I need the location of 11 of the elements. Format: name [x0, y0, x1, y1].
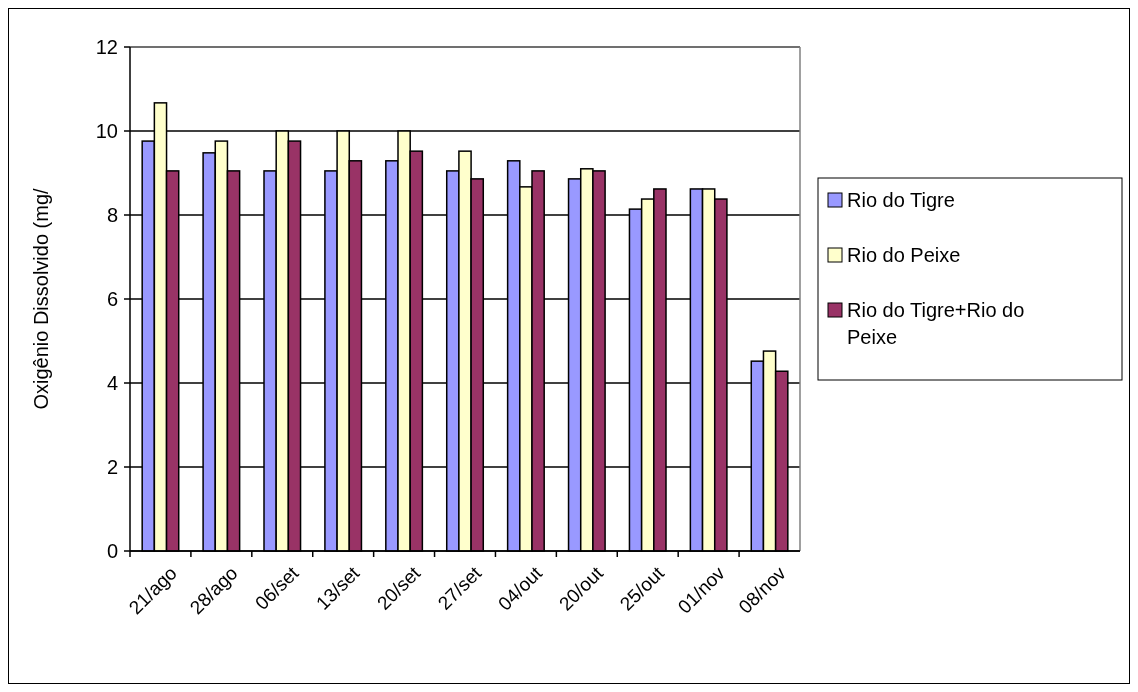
legend-label: Rio do Peixe	[847, 244, 961, 266]
legend-label: Rio do Tigre+Rio do Peixe	[847, 299, 1025, 348]
y-tick-label: 12	[95, 36, 118, 58]
y-tick-label: 4	[106, 372, 118, 394]
y-axis-title: Oxigênio Dissolvido (mg/	[30, 187, 52, 410]
y-tick-label: 0	[106, 540, 118, 562]
y-tick-label: 2	[106, 456, 118, 478]
y-tick-label: 6	[106, 288, 118, 310]
y-tick-label: 10	[95, 120, 118, 142]
legend-label: Rio do Tigre	[847, 189, 955, 211]
y-tick-label: 8	[106, 204, 118, 226]
